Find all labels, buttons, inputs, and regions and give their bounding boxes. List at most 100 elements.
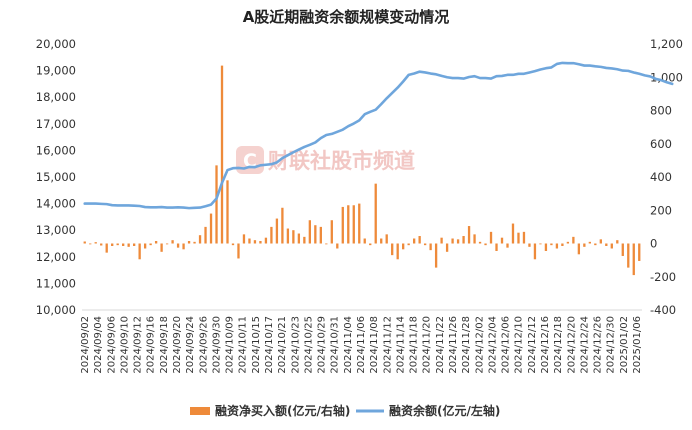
line-point	[528, 71, 531, 74]
bar	[583, 243, 586, 247]
x-tick-label: 2024/11/26	[448, 316, 459, 374]
bar	[314, 225, 317, 244]
line-point	[199, 206, 201, 209]
x-tick-label: 2024/12/20	[566, 316, 577, 374]
left-tick-label: 15,000	[36, 170, 76, 184]
line-point	[314, 141, 317, 144]
left-tick-label: 17,000	[36, 117, 76, 131]
x-tick-label: 2024/09/16	[146, 316, 157, 374]
bar	[347, 205, 350, 244]
x-tick-label: 2024/11/06	[356, 316, 367, 374]
bar	[204, 226, 207, 244]
line-point	[111, 204, 113, 206]
bar	[616, 240, 619, 244]
bar	[83, 241, 86, 244]
line-point	[385, 97, 388, 100]
bar	[478, 241, 482, 244]
bar	[555, 243, 559, 249]
line-point	[402, 80, 404, 83]
line-point	[545, 67, 547, 70]
x-tick-label: 2024/09/04	[93, 316, 104, 374]
x-tick-label: 2025/01/02	[619, 316, 630, 374]
line-point	[671, 83, 673, 85]
line-point	[358, 119, 361, 122]
bar	[187, 241, 191, 244]
bar	[511, 223, 515, 244]
line-point	[468, 76, 470, 78]
line-point	[396, 86, 399, 89]
line-point	[616, 68, 619, 71]
bar	[281, 207, 284, 244]
bar	[539, 243, 542, 245]
bar	[319, 226, 322, 244]
x-tick-label: 2024/12/10	[514, 316, 525, 374]
bar	[237, 243, 240, 259]
x-tick-label: 2024/12/06	[501, 316, 512, 374]
bar	[286, 228, 290, 244]
line-point	[490, 77, 492, 80]
x-tick-label: 2024/10/09	[225, 316, 236, 374]
bar	[363, 238, 366, 244]
line-point	[374, 108, 377, 111]
bar	[248, 238, 251, 244]
line-point	[116, 204, 119, 207]
bar	[528, 243, 531, 247]
line-point	[512, 74, 514, 76]
legend-line-label: 融资余额(亿元/左轴)	[389, 403, 500, 418]
bar	[226, 180, 229, 244]
line-point	[177, 206, 179, 209]
bar	[533, 243, 537, 260]
line-point	[583, 64, 586, 67]
bar	[632, 243, 635, 276]
left-tick-label: 20,000	[36, 37, 76, 51]
bar	[467, 226, 471, 244]
bar	[577, 243, 581, 255]
line-point	[89, 202, 92, 205]
line-point	[160, 206, 163, 208]
line-point	[457, 77, 459, 79]
legend-bar-swatch	[190, 407, 210, 415]
line-point	[539, 68, 542, 71]
bar	[89, 243, 92, 245]
bar	[165, 243, 169, 245]
line-point	[127, 204, 130, 207]
bar	[336, 243, 339, 249]
x-tick-label: 2024/10/23	[290, 316, 301, 374]
line-point	[171, 206, 174, 209]
legend: 融资净买入额(亿元/右轴) 融资余额(亿元/左轴)	[190, 403, 500, 418]
bar	[149, 243, 152, 246]
bar	[330, 220, 333, 244]
line-point	[572, 62, 575, 64]
line-point	[391, 92, 394, 94]
line-point	[506, 74, 509, 76]
left-tick-label: 16,000	[36, 143, 76, 157]
bar	[440, 237, 443, 244]
left-tick-label: 10,000	[36, 303, 76, 317]
bar	[270, 226, 273, 244]
bar	[215, 165, 218, 244]
line-point	[149, 206, 152, 209]
line-point	[270, 163, 273, 166]
bar	[522, 231, 526, 244]
bar	[116, 243, 119, 246]
bar	[566, 241, 570, 244]
right-tick-label: 800	[650, 104, 672, 118]
bar	[550, 243, 553, 246]
line-point	[484, 77, 487, 79]
line-point	[210, 203, 212, 206]
line-point	[100, 203, 103, 205]
x-tick-label: 2024/12/12	[527, 316, 538, 374]
line-point	[133, 204, 135, 207]
bar	[391, 243, 394, 256]
right-tick-label: -400	[650, 303, 676, 317]
bar	[544, 243, 548, 251]
x-tick-label: 2024/09/10	[119, 316, 130, 374]
bar	[385, 234, 388, 244]
bar	[407, 243, 410, 246]
x-tick-label: 2024/12/30	[606, 316, 617, 374]
x-tick-label: 2024/11/28	[461, 316, 472, 374]
bar	[456, 239, 460, 244]
x-tick-label: 2024/11/12	[382, 316, 393, 374]
